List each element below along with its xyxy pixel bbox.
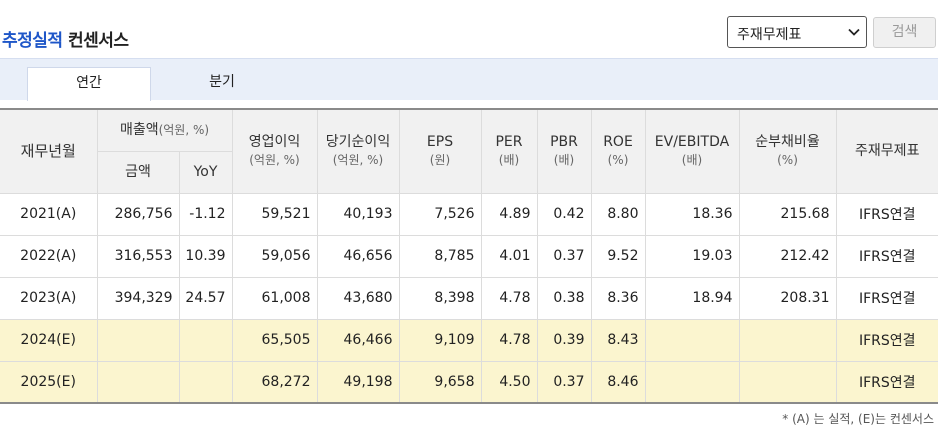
cell-amount: 394,329 [96,276,180,320]
cell-pbr: 0.37 [536,360,592,404]
cell-per: 4.78 [480,318,538,362]
page-title: 추정실적 컨센서스 [2,26,129,51]
cell-roe: 8.43 [590,318,646,362]
statement-type-select[interactable]: 주재무제표 [727,16,867,48]
page-title-rest: 컨센서스 [67,31,129,51]
header-sales: 매출액(억원, %) [96,108,233,152]
cell-period: 2021(A) [0,192,98,236]
cell-debt: 212.42 [738,234,837,278]
cell-per: 4.01 [480,234,538,278]
cell-amount: 286,756 [96,192,180,236]
search-button[interactable]: 검색 [873,17,936,48]
cell-per: 4.50 [480,360,538,404]
header-eps: EPS (원) [398,108,482,194]
cell-amount: 316,553 [96,234,180,278]
cell-yoy: 10.39 [178,234,233,278]
cell-ev: 18.36 [644,192,740,236]
cell-yoy [178,360,233,404]
cell-period: 2024(E) [0,318,98,362]
statement-type-value: 주재무제표 [737,27,802,43]
cell-period: 2022(A) [0,234,98,278]
header-yoy: YoY [178,150,232,194]
cell-stmt: IFRS연결 [835,276,938,320]
table-row: 2021(A) 286,756 -1.12 59,521 40,193 7,52… [0,192,938,236]
cell-amount [96,360,180,404]
cell-debt [738,318,837,362]
header-operating-income: 영업이익 (억원, %) [231,108,318,194]
cell-stmt: IFRS연결 [835,360,938,404]
cell-ev [644,318,740,362]
cell-amount [96,318,180,362]
table-row: 2025(E) 68,272 49,198 9,658 4.50 0.37 8.… [0,360,938,404]
cell-roe: 9.52 [590,234,646,278]
header-statement-type: 주재무제표 [835,108,938,194]
cell-net: 40,193 [316,192,400,236]
cell-ev: 18.94 [644,276,740,320]
cell-net: 46,466 [316,318,400,362]
tab-quarterly[interactable]: 분기 [209,74,235,90]
cell-eps: 7,526 [398,192,482,236]
table-row: 2023(A) 394,329 24.57 61,008 43,680 8,39… [0,276,938,320]
cell-pbr: 0.42 [536,192,592,236]
header-pbr: PBR (배) [536,108,592,194]
table-row: 2022(A) 316,553 10.39 59,056 46,656 8,78… [0,234,938,278]
cell-roe: 8.80 [590,192,646,236]
header-net-debt-ratio: 순부채비율 (%) [738,108,837,194]
cell-eps: 9,658 [398,360,482,404]
tab-annual[interactable]: 연간 [27,67,151,101]
cell-debt: 208.31 [738,276,837,320]
cell-net: 43,680 [316,276,400,320]
cell-stmt: IFRS연결 [835,318,938,362]
cell-op: 59,521 [231,192,318,236]
cell-eps: 8,398 [398,276,482,320]
header-amount: 금액 [97,150,180,194]
footnote: * (A) 는 실적, (E)는 컨센서스 [782,412,934,426]
cell-pbr: 0.38 [536,276,592,320]
header-roe: ROE (%) [590,108,646,194]
cell-pbr: 0.39 [536,318,592,362]
cell-debt: 215.68 [738,192,837,236]
header-period: 재무년월 [0,108,98,194]
cell-eps: 8,785 [398,234,482,278]
page-title-highlight: 추정실적 [2,31,63,51]
cell-per: 4.78 [480,276,538,320]
cell-roe: 8.36 [590,276,646,320]
cell-stmt: IFRS연결 [835,234,938,278]
table-row: 2024(E) 65,505 46,466 9,109 4.78 0.39 8.… [0,318,938,362]
cell-yoy [178,318,233,362]
cell-op: 61,008 [231,276,318,320]
cell-ev: 19.03 [644,234,740,278]
cell-per: 4.89 [480,192,538,236]
header-ev-ebitda: EV/EBITDA (배) [644,108,740,194]
period-tabbar: 연간 분기 [0,58,938,101]
cell-yoy: 24.57 [178,276,233,320]
cell-yoy: -1.12 [178,192,233,236]
cell-roe: 8.46 [590,360,646,404]
cell-op: 68,272 [231,360,318,404]
cell-net: 46,656 [316,234,400,278]
header-net-income: 당기순이익 (억원, %) [316,108,400,194]
cell-pbr: 0.37 [536,234,592,278]
cell-period: 2023(A) [0,276,98,320]
cell-period: 2025(E) [0,360,98,404]
header-per: PER (배) [480,108,538,194]
cell-net: 49,198 [316,360,400,404]
cell-stmt: IFRS연결 [835,192,938,236]
cell-op: 65,505 [231,318,318,362]
cell-eps: 9,109 [398,318,482,362]
consensus-table: 재무년월 매출액(억원, %) 영업이익 (억원, %) 당기순이익 (억원, %)… [0,108,938,404]
cell-ev [644,360,740,404]
cell-op: 59,056 [231,234,318,278]
cell-debt [738,360,837,404]
chevron-down-icon [848,28,860,36]
